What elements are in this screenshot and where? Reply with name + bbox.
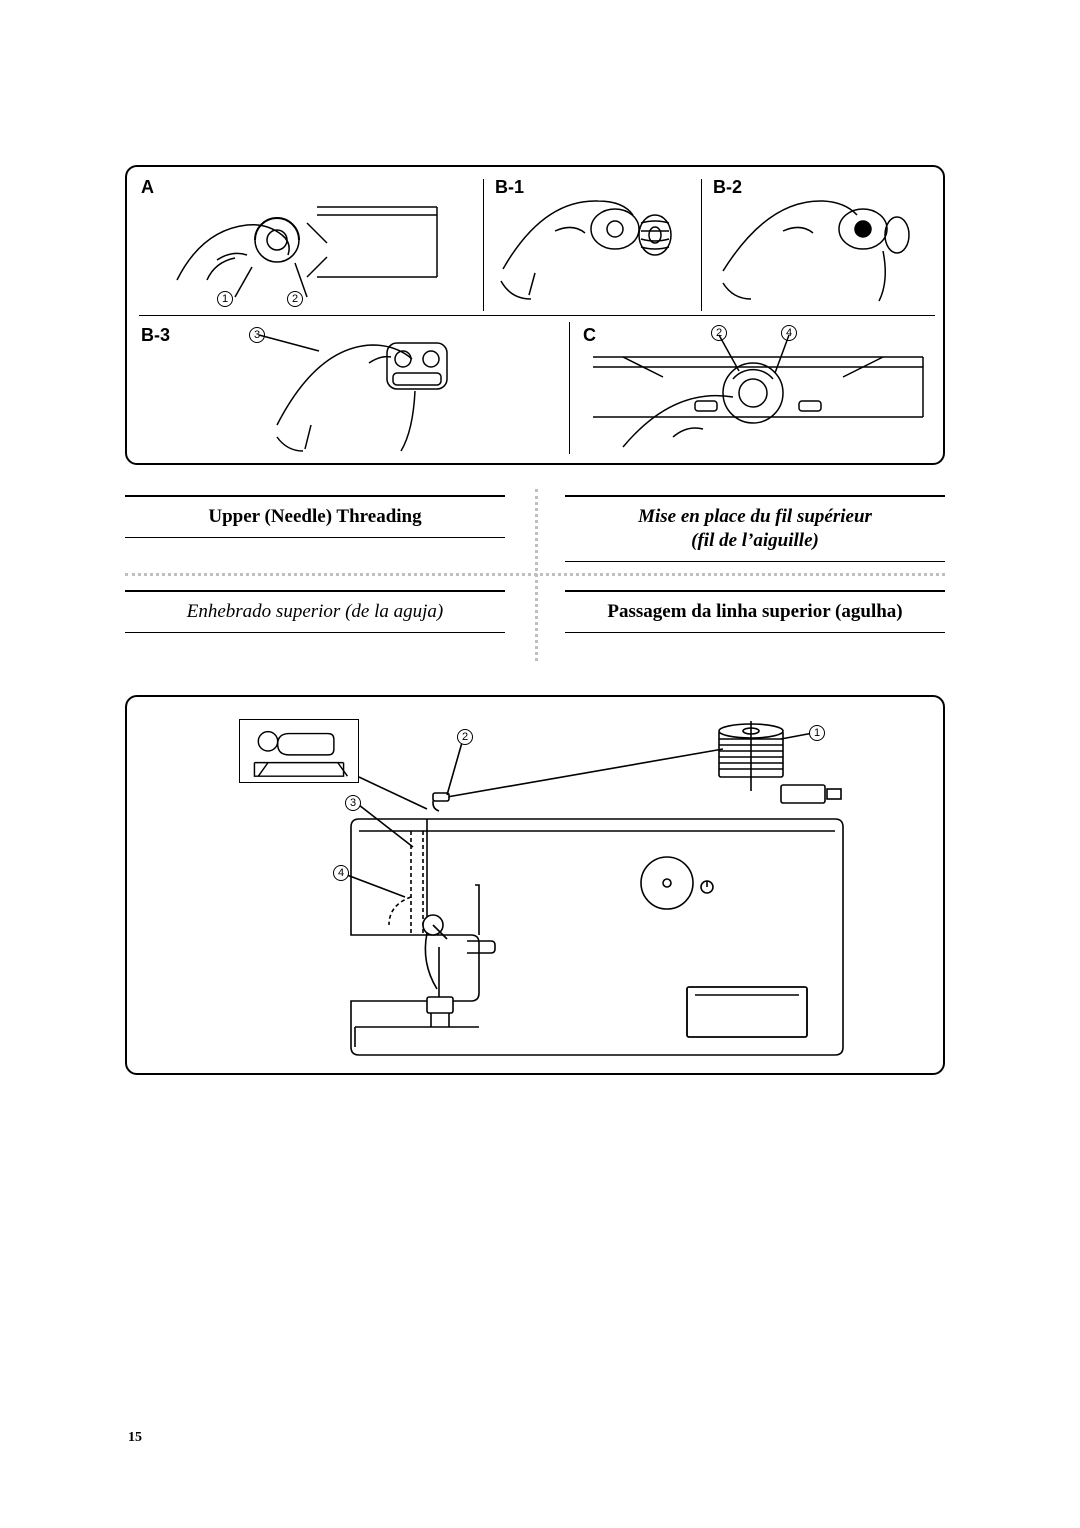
callout-circle: 2 <box>287 291 303 307</box>
title-text-es: Enhebrado superior (de la aguja) <box>125 598 505 626</box>
title-text-fr-2: (fil de l’aiguille) <box>691 530 819 551</box>
divider <box>701 179 702 311</box>
cell-label-a: A <box>141 177 154 198</box>
callout-circle: 2 <box>457 729 473 745</box>
diagram-b1 <box>495 181 695 309</box>
divider <box>569 322 570 454</box>
title-text-fr-1: Mise en place du fil supérieur <box>638 506 872 527</box>
titles-block: Upper (Needle) Threading Mise en place d… <box>125 495 945 655</box>
callout-circle: 1 <box>809 725 825 741</box>
inset-box <box>239 719 359 783</box>
top-diagram-panel: A <box>125 165 945 465</box>
title-text-pt: Passagem da linha superior (agulha) <box>565 598 945 626</box>
title-es: Enhebrado superior (de la aguja) <box>125 590 505 633</box>
bottom-diagram-panel: 1 2 3 4 <box>125 695 945 1075</box>
title-text-en: Upper (Needle) Threading <box>125 503 505 531</box>
divider <box>483 179 484 311</box>
dotted-divider-horizontal <box>125 573 945 576</box>
title-fr: Mise en place du fil supérieur (fil de l… <box>565 495 945 562</box>
callout-circle: 3 <box>345 795 361 811</box>
diagram-b2 <box>713 181 933 309</box>
diagram-a <box>157 185 467 305</box>
callout-circle: 1 <box>217 291 233 307</box>
divider <box>139 315 935 316</box>
callout-circle: 4 <box>333 865 349 881</box>
diagram-b3 <box>237 325 537 457</box>
diagram-c <box>583 327 933 457</box>
title-en: Upper (Needle) Threading <box>125 495 505 538</box>
title-pt: Passagem da linha superior (agulha) <box>565 590 945 633</box>
page-number: 15 <box>128 1430 142 1446</box>
cell-label-b3: B-3 <box>141 325 170 346</box>
